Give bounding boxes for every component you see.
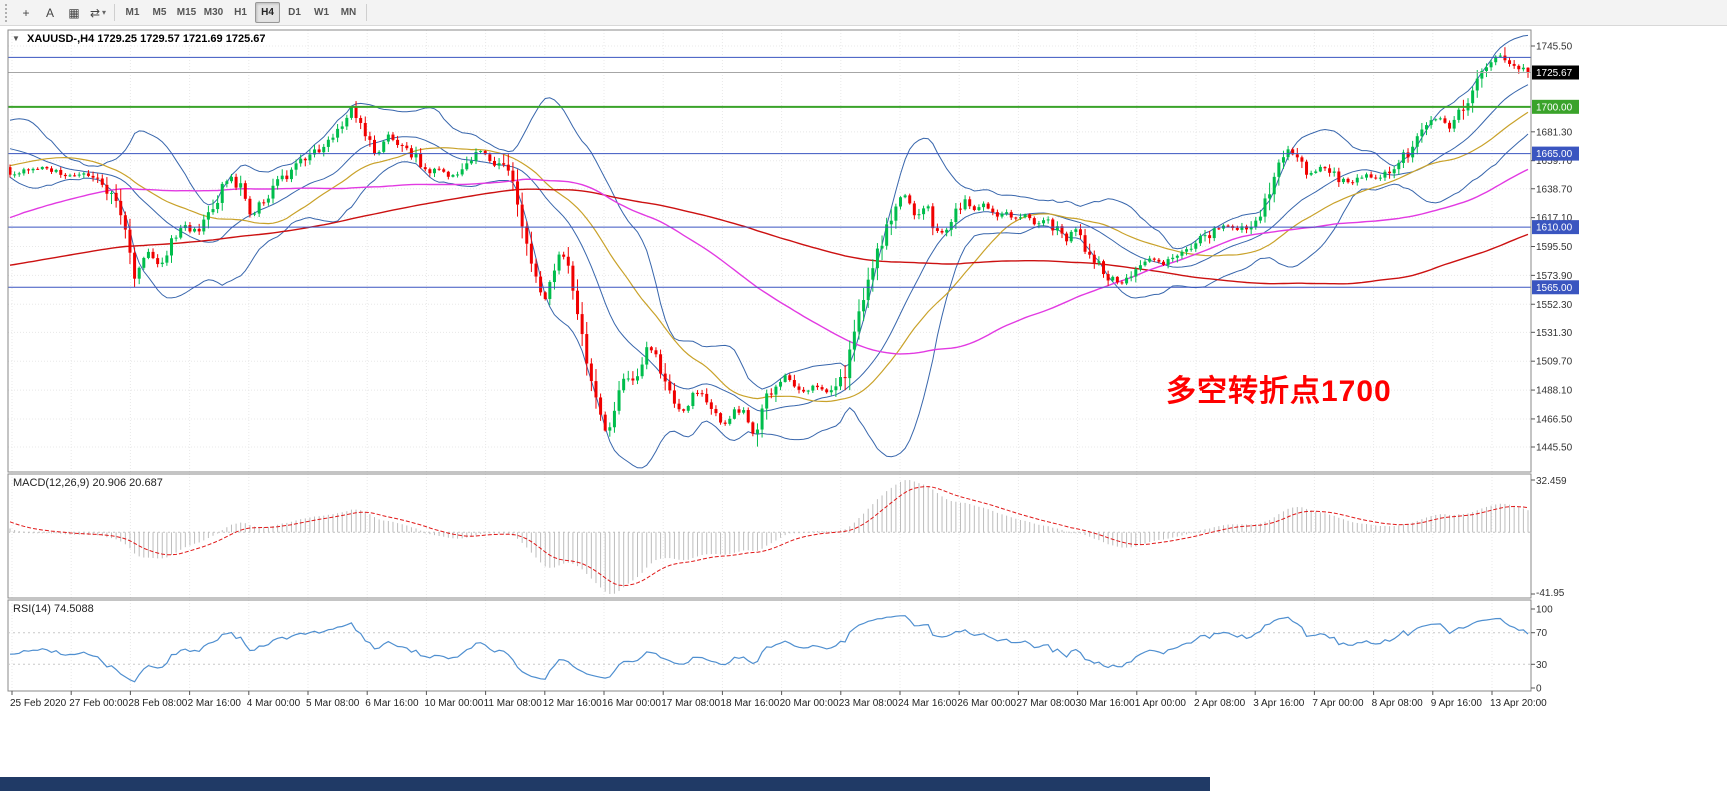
price-tick-label: 1638.70: [1536, 184, 1573, 195]
date-label: 28 Feb 08:00: [128, 698, 187, 709]
ohlc-readout: XAUUSD-,H4 1729.25 1729.57 1721.69 1725.…: [26, 33, 266, 45]
date-label: 2 Apr 08:00: [1194, 698, 1246, 709]
timeframe-M30[interactable]: M30: [203, 7, 224, 18]
rsi-label: RSI(14) 74.5088: [13, 603, 94, 615]
timeframe-W1[interactable]: W1: [314, 7, 329, 18]
date-label: 13 Apr 20:00: [1490, 698, 1547, 709]
svg-text:1725.67: 1725.67: [1536, 68, 1573, 79]
date-label: 6 Mar 16:00: [365, 698, 419, 709]
price-box-1700.00: 1700.00: [1532, 99, 1579, 114]
timeframe-H4[interactable]: H4: [255, 2, 280, 23]
date-label: 7 Apr 00:00: [1312, 698, 1364, 709]
crosshair-icon[interactable]: +: [22, 5, 30, 20]
price-tick-label: 1595.50: [1536, 242, 1573, 253]
date-label: 27 Mar 08:00: [1016, 698, 1075, 709]
price-tick-label: 1509.70: [1536, 357, 1573, 368]
chart-readout: ▼ XAUUSD-,H4 1729.25 1729.57 1721.69 172…: [12, 33, 266, 45]
timeframe-M1[interactable]: M1: [125, 7, 140, 18]
annotation-text: 多空转折点1700: [1166, 375, 1392, 408]
price-tick-label: 1445.50: [1536, 443, 1573, 454]
date-label: 10 Mar 00:00: [424, 698, 483, 709]
toolbar: + A ▦ ⇄ ▾ M1 M5 M15 M30 H1 H4 D1 W1 MN: [0, 0, 1727, 26]
price-box-1610.00: 1610.00: [1532, 220, 1579, 235]
price-tick-label: 1488.10: [1536, 386, 1573, 397]
date-label: 18 Mar 16:00: [720, 698, 779, 709]
timeframe-M5[interactable]: M5: [152, 7, 167, 18]
date-label: 23 Mar 08:00: [839, 698, 898, 709]
toolbar-grip[interactable]: [5, 3, 11, 22]
price-box-1725.67: 1725.67: [1532, 65, 1579, 80]
price-tick-label: 1617.10: [1536, 213, 1573, 224]
date-label: 11 Mar 08:00: [484, 698, 543, 709]
date-label: 20 Mar 00:00: [780, 698, 839, 709]
price-tick-label: 1681.30: [1536, 127, 1573, 138]
svg-text:1565.00: 1565.00: [1536, 283, 1573, 294]
date-label: 2 Mar 16:00: [188, 698, 242, 709]
timeframe-bar: M1 M5 M15 M30 H1 H4 D1 W1 MN: [119, 2, 362, 23]
rsi-scale-label: 30: [1536, 660, 1548, 671]
macd-plot[interactable]: [8, 480, 1531, 594]
rsi-scale-label: 0: [1536, 684, 1542, 695]
rsi-scale-label: 100: [1536, 605, 1553, 616]
price-tick-label: 1573.90: [1536, 271, 1573, 282]
toolbar-iconbar: + A ▦ ⇄ ▾: [14, 2, 110, 23]
price-box-1565.00: 1565.00: [1532, 280, 1579, 295]
price-tick-label: 1552.30: [1536, 300, 1573, 311]
svg-text:1700.00: 1700.00: [1536, 102, 1573, 113]
toolbar-separator: [366, 4, 367, 21]
rsi-plot[interactable]: [8, 615, 1531, 683]
toolbar-separator: [114, 4, 115, 21]
dropdown-caret-icon: ▾: [102, 8, 107, 17]
date-label: 30 Mar 16:00: [1076, 698, 1135, 709]
date-label: 8 Apr 08:00: [1372, 698, 1424, 709]
timeframe-M15[interactable]: M15: [176, 7, 197, 18]
date-label: 17 Mar 08:00: [661, 698, 720, 709]
timeframe-MN[interactable]: MN: [340, 7, 357, 18]
date-label: 27 Feb 00:00: [69, 698, 128, 709]
date-label: 5 Mar 08:00: [306, 698, 360, 709]
date-label: 9 Apr 16:00: [1431, 698, 1483, 709]
text-tool-icon[interactable]: A: [45, 5, 54, 20]
price-plot[interactable]: [9, 34, 1530, 469]
date-label: 26 Mar 00:00: [957, 698, 1016, 709]
timeframe-D1[interactable]: D1: [288, 7, 301, 18]
price-tick-label: 1531.30: [1536, 328, 1573, 339]
date-label: 12 Mar 16:00: [543, 698, 602, 709]
date-label: 25 Feb 2020: [10, 698, 67, 709]
bottom-window-strip[interactable]: [0, 777, 1210, 791]
price-tick-label: 1659.70: [1536, 156, 1573, 167]
svg-text:1610.00: 1610.00: [1536, 223, 1573, 234]
macd-scale-min: -41.95: [1536, 588, 1565, 599]
chart-window-icon[interactable]: ▦: [68, 5, 80, 20]
price-box-1665.00: 1665.00: [1532, 146, 1579, 161]
date-label: 24 Mar 16:00: [898, 698, 957, 709]
price-tick-label: 1745.50: [1536, 42, 1573, 53]
macd-scale-max: 32.459: [1536, 476, 1567, 487]
date-label: 16 Mar 00:00: [602, 698, 661, 709]
timeframe-H1[interactable]: H1: [234, 7, 247, 18]
date-label: 4 Mar 00:00: [247, 698, 301, 709]
template-cycle-icon[interactable]: ⇄ ▾: [89, 5, 107, 20]
rsi-scale-label: 70: [1536, 628, 1548, 639]
symbol-dropdown-icon[interactable]: ▼: [12, 34, 20, 43]
price-tick-label: 1466.50: [1536, 414, 1573, 425]
macd-label: MACD(12,26,9) 20.906 20.687: [13, 477, 163, 489]
date-label: 1 Apr 00:00: [1135, 698, 1187, 709]
svg-text:1665.00: 1665.00: [1536, 149, 1573, 160]
date-label: 3 Apr 16:00: [1253, 698, 1305, 709]
